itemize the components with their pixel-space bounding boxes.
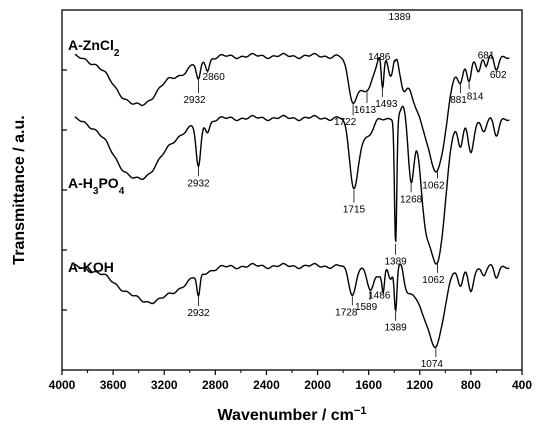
peak-label: 1722: [334, 117, 357, 128]
plot-frame: [61, 9, 523, 371]
peak-label: 1062: [422, 181, 445, 192]
x-axis-ticks: 4000 3600 3200 2800 2400 2000 1600 1200 800 400: [49, 370, 532, 392]
peak-label: 1715: [343, 205, 366, 216]
peak-label: 1493: [375, 99, 398, 110]
peak-label: 2932: [183, 95, 206, 106]
peak-label: 1062: [422, 275, 445, 286]
peak-label: 814: [467, 91, 484, 102]
x-tick-label: 2400: [253, 378, 280, 392]
peak-label: 1486: [368, 52, 391, 63]
peak-label: 681: [478, 50, 495, 61]
peak-label: 2932: [187, 178, 210, 189]
y-axis-title: Transmittance / a.u.: [11, 115, 28, 264]
series-label: A-H3PO4: [68, 175, 125, 197]
peak-label: 1389: [385, 257, 408, 268]
peak-label: 2932: [187, 308, 210, 319]
series-labels: A-ZnCl2 A-H3PO4 A-KOH: [68, 37, 125, 275]
x-tick-label: 400: [512, 378, 532, 392]
curve-a-koh: [74, 262, 510, 349]
x-tick-label: 1600: [355, 378, 382, 392]
peak-label: 1613: [354, 105, 377, 116]
peak-label: 1728: [335, 307, 358, 318]
x-tick-label: 800: [461, 378, 481, 392]
peak-label: 1268: [400, 194, 423, 205]
spectra-curves: [74, 52, 510, 349]
peak-label: 1074: [421, 359, 444, 370]
x-tick-label: 3600: [100, 378, 127, 392]
peak-label: 1389: [389, 12, 412, 23]
curve-a-h3po4: [74, 105, 510, 265]
x-tick-label: 4000: [49, 378, 76, 392]
x-tick-label: 2000: [304, 378, 331, 392]
series-label: A-KOH: [68, 259, 114, 275]
peak-label: 2860: [203, 72, 226, 83]
peak-label: 1389: [385, 323, 408, 334]
curve-a-zncl2: [74, 52, 510, 173]
x-tick-label: 3200: [151, 378, 178, 392]
peak-label: 1589: [355, 302, 378, 313]
peak-label: 602: [490, 70, 507, 81]
y-axis-ticks: [62, 69, 67, 311]
peak-label: 1486: [368, 290, 391, 301]
x-axis-title: Wavenumber / cm−1: [218, 405, 367, 424]
x-tick-label: 2800: [202, 378, 229, 392]
x-tick-label: 1200: [406, 378, 433, 392]
series-label: A-ZnCl2: [68, 37, 120, 59]
peak-label: 881: [450, 95, 467, 106]
